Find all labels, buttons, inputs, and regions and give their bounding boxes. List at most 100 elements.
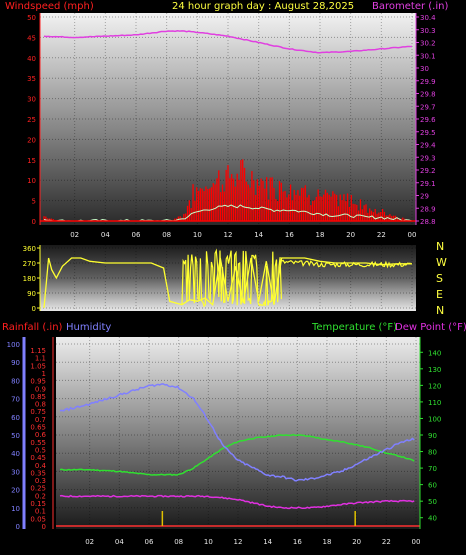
x-tick-label: 14 [254, 231, 263, 239]
y-right-tick-label: 29.8 [420, 91, 436, 99]
direction-tick-label: 0 [32, 305, 36, 313]
y-right-tick-label: 29.6 [420, 116, 436, 124]
y-left-tick-label: 20 [27, 136, 36, 144]
temperature-tick-label: 140 [428, 349, 441, 357]
rainfall-tick-label: 0.65 [30, 424, 46, 432]
x-tick-label: 16 [285, 231, 294, 239]
dewpoint-title: Dew Point (°F) [395, 322, 466, 333]
rainfall-tick-label: 0.6 [35, 431, 47, 439]
rainfall-tick-label: 0.05 [30, 515, 46, 523]
rainfall-tick-label: 1 [42, 370, 46, 378]
x-tick-label: 16 [293, 538, 302, 546]
y-left-tick-label: 40 [27, 55, 36, 63]
y-left-tick-label: 5 [32, 198, 36, 206]
rainfall-tick-label: 0.8 [35, 401, 46, 409]
dewpoint-line [59, 494, 415, 510]
humidity-tick-label: 70 [11, 396, 20, 404]
wind-direction-line [43, 257, 412, 309]
windspeed-average-line [43, 204, 413, 222]
temperature-tick-label: 110 [428, 399, 441, 407]
y-right-tick-label: 29.9 [420, 78, 436, 86]
x-tick-label: 14 [263, 538, 272, 546]
x-tick-label: 02 [70, 231, 79, 239]
temperature-line [59, 433, 415, 477]
rainfall-tick-label: 1.15 [30, 347, 46, 355]
compass-n-top: N [436, 240, 444, 253]
direction-tick-label: 180 [23, 275, 36, 283]
direction-tick-label: 360 [23, 245, 36, 253]
compass-w: W [436, 256, 447, 269]
x-tick-label: 22 [382, 538, 391, 546]
compass-s: S [436, 272, 443, 285]
humidity-tick-label: 0 [16, 523, 20, 531]
wind-direction-panel: 0 90 180 270 360 N W S E N [23, 240, 447, 317]
y-right-tick-label: 29.4 [420, 142, 436, 150]
y-left-tick-label: 0 [32, 218, 36, 226]
x-tick-label: 18 [323, 538, 332, 546]
y-right-tick-label: 29.7 [420, 103, 436, 111]
x-tick-label: 10 [204, 538, 213, 546]
rainfall-tick-label: 0.2 [35, 492, 46, 500]
chart-title: 24 hour graph day : August 28,2025 [172, 1, 354, 12]
humidity-tick-label: 60 [11, 414, 20, 422]
y-right-tick-label: 30.3 [420, 27, 436, 35]
wind-baro-panel: 0 5 10 15 20 25 30 35 40 45 50 28.8 28.9 29 29.1 29.2 29… [27, 13, 436, 239]
rainfall-tick-label: 0.4 [35, 462, 47, 470]
humidity-tick-label: 10 [11, 505, 20, 513]
humidity-tick-label: 50 [11, 432, 20, 440]
rainfall-tick-label: 0.9 [35, 385, 46, 393]
compass-n-bottom: N [436, 304, 444, 317]
temperature-tick-label: 40 [428, 515, 437, 523]
rainfall-tick-label: 0.7 [35, 416, 46, 424]
y-right-tick-label: 30 [420, 65, 429, 73]
y-right-tick-label: 30.2 [420, 40, 436, 48]
x-tick-label: 20 [352, 538, 361, 546]
y-right-tick-label: 28.9 [420, 205, 436, 213]
rainfall-tick-label: 0.45 [30, 454, 46, 462]
y-left-tick-label: 25 [27, 116, 36, 124]
rainfall-tick-label: 0.35 [30, 469, 46, 477]
x-tick-label: 02 [85, 538, 94, 546]
rainfall-tick-label: 1.1 [35, 355, 46, 363]
x-tick-label: 20 [346, 231, 355, 239]
humidity-tick-label: 30 [11, 468, 20, 476]
y-right-tick-label: 30.1 [420, 52, 436, 60]
temperature-title: Temperature (°F) [311, 322, 397, 333]
y-right-tick-label: 29.2 [420, 167, 436, 175]
direction-tick-label: 90 [27, 290, 36, 298]
rainfall-title: Rainfall (.in) [2, 322, 63, 333]
humidity-line [59, 383, 415, 482]
x-tick-label: 04 [101, 231, 110, 239]
humidity-title: Humidity [66, 322, 111, 333]
temperature-tick-label: 120 [428, 382, 441, 390]
x-tick-label: 12 [234, 538, 243, 546]
y-left-tick-label: 45 [27, 34, 36, 42]
temperature-tick-label: 100 [428, 415, 441, 423]
y-left-tick-label: 50 [27, 14, 36, 22]
y-left-tick-label: 15 [27, 157, 36, 165]
humidity-temp-panel: 010203040506070809010000.050.10.150.20.2… [7, 337, 441, 546]
rainfall-tick-label: 0.1 [35, 508, 46, 516]
wind-direction-line-evening [281, 259, 411, 269]
y-left-tick-label: 10 [27, 177, 36, 185]
humidity-tick-label: 20 [11, 487, 20, 495]
windspeed-title: Windspeed (mph) [5, 1, 94, 12]
temperature-tick-label: 90 [428, 432, 437, 440]
temperature-tick-label: 80 [428, 449, 437, 457]
x-tick-label: 00 [412, 538, 421, 546]
y-right-tick-label: 30.4 [420, 14, 436, 22]
temperature-tick-label: 60 [428, 482, 437, 490]
x-tick-label: 00 [408, 231, 417, 239]
y-right-tick-label: 29.3 [420, 154, 436, 162]
wind-direction-variability [181, 248, 282, 308]
humidity-tick-label: 80 [11, 377, 20, 385]
rainfall-tick-label: 0.75 [30, 408, 46, 416]
y-right-tick-label: 29 [420, 193, 429, 201]
x-tick-label: 04 [115, 538, 124, 546]
y-left-tick-label: 35 [27, 75, 36, 83]
y-right-tick-label: 28.8 [420, 218, 436, 226]
rainfall-tick-label: 0.25 [30, 485, 46, 493]
rainfall-tick-label: 0 [42, 523, 46, 531]
barometer-title: Barometer (.in) [372, 1, 448, 12]
